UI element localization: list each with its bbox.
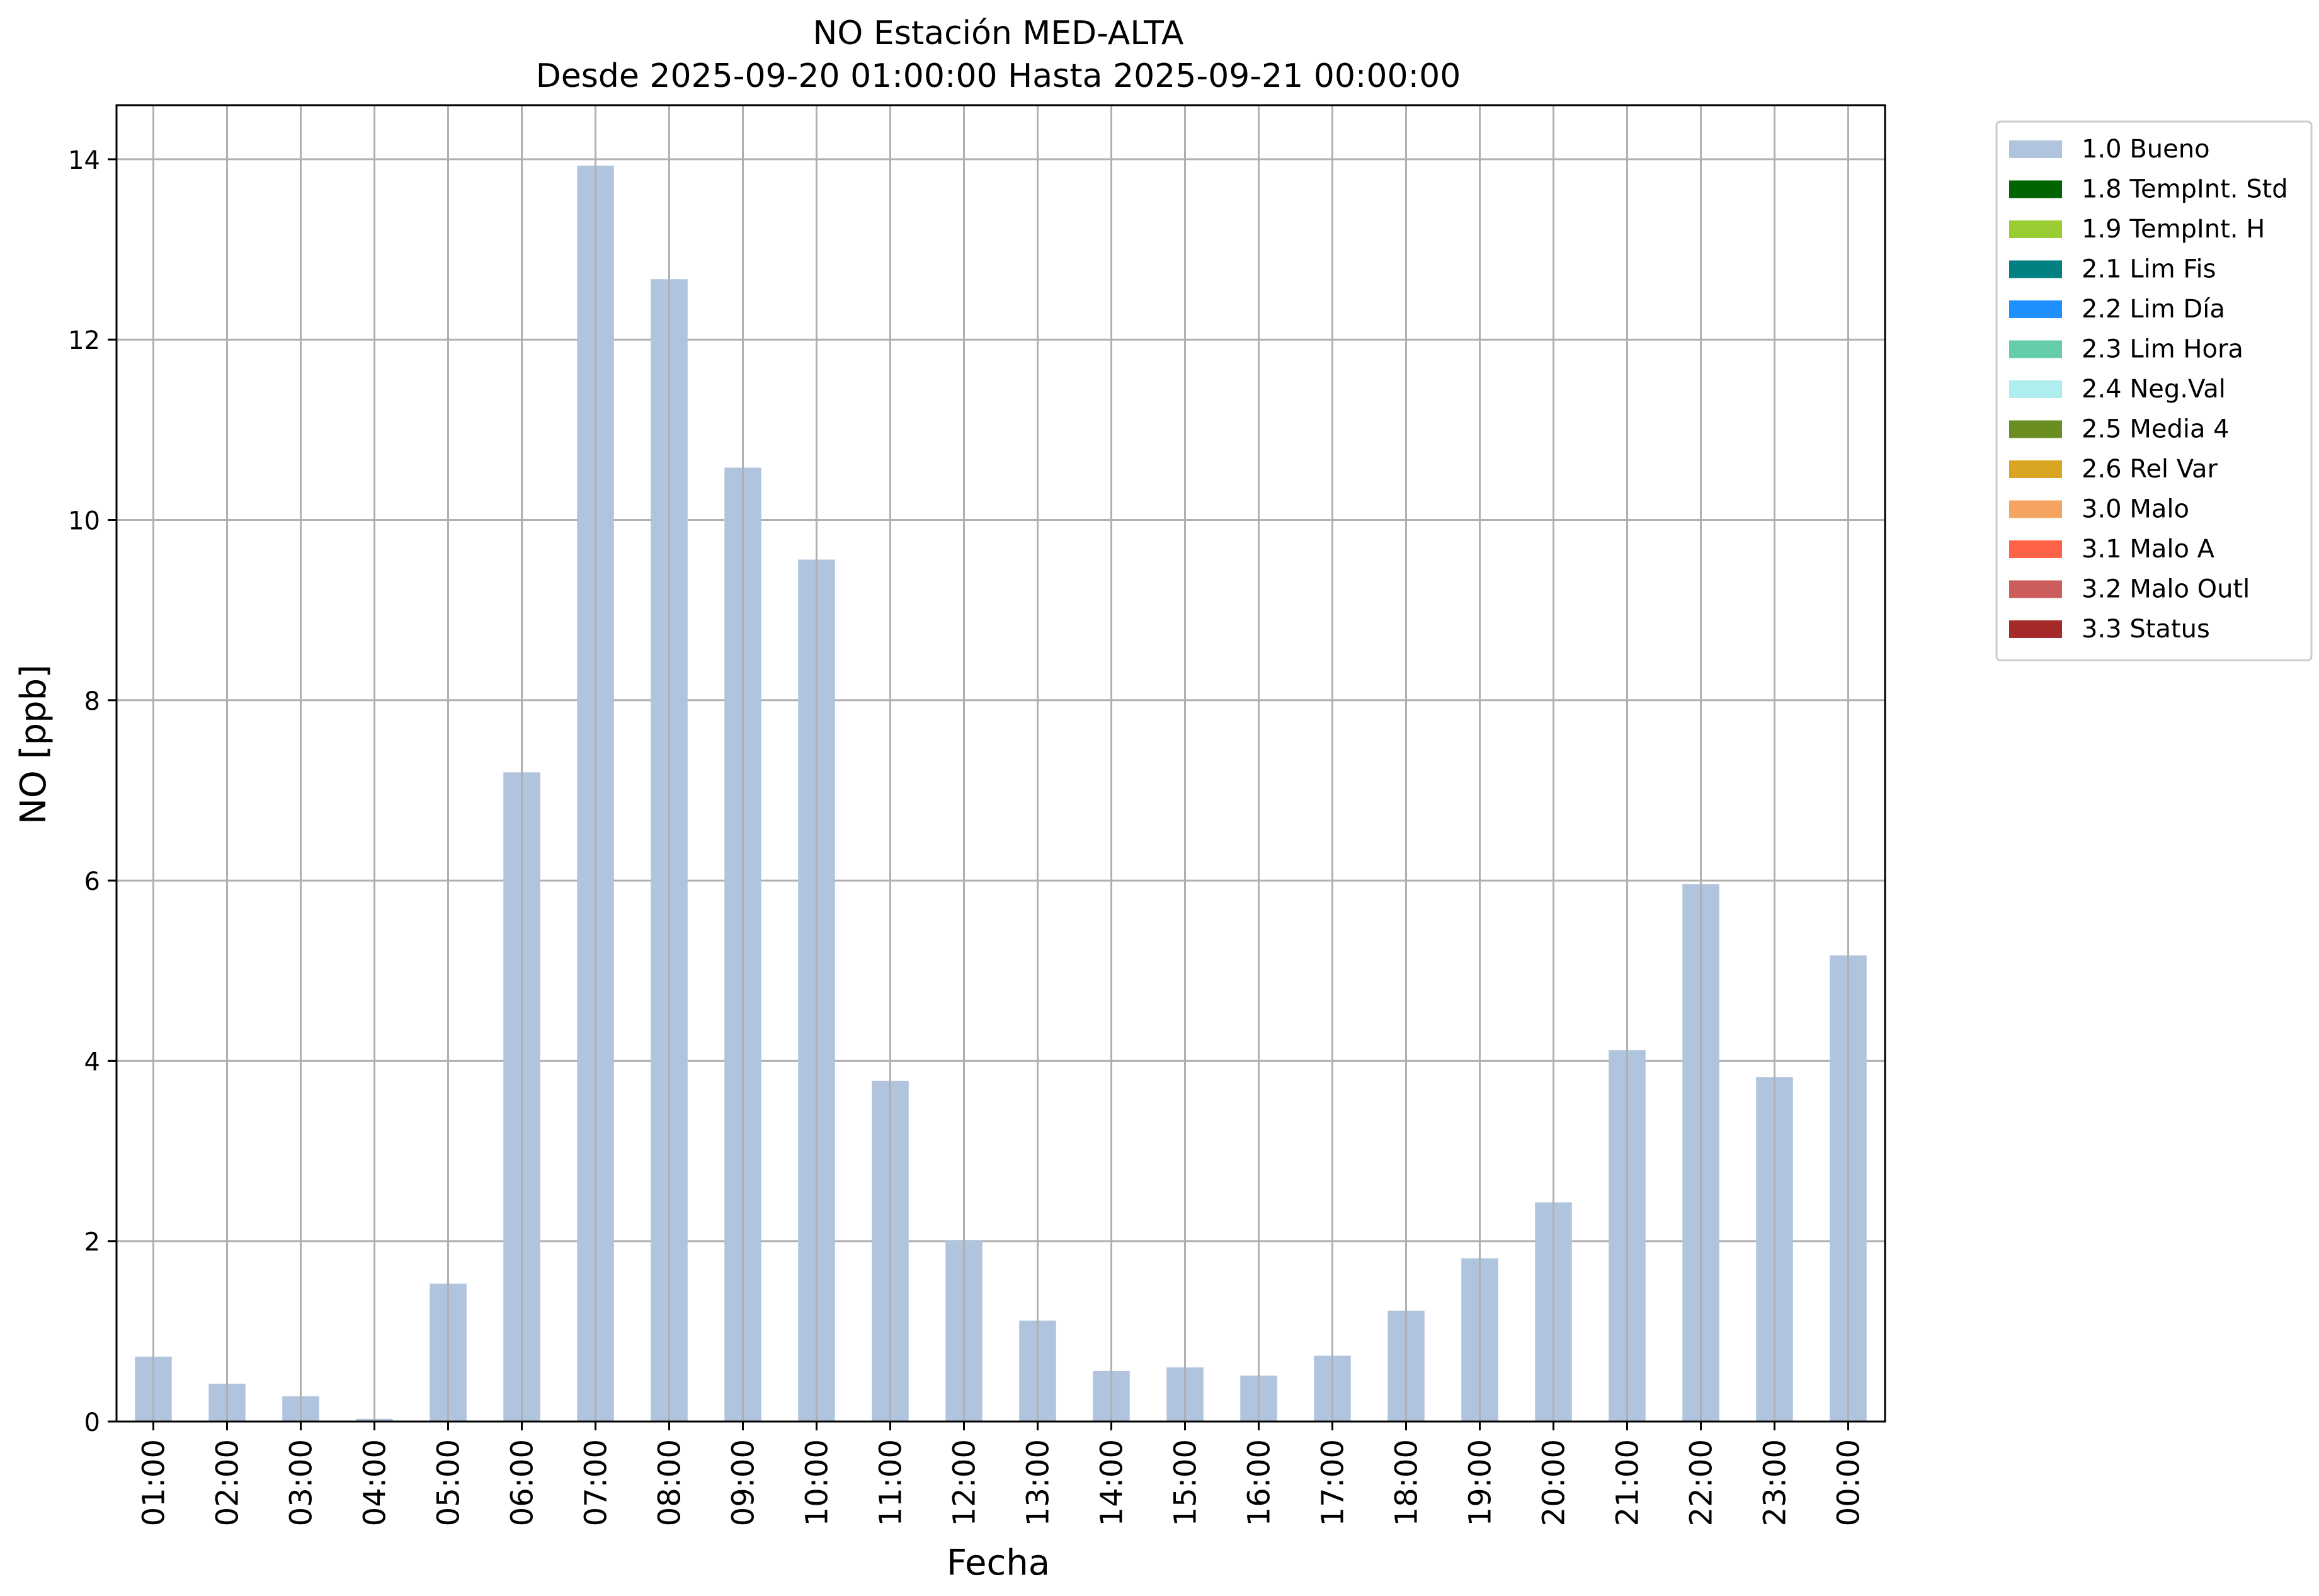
x-tick-label: 07:00 (579, 1439, 614, 1526)
legend-swatch (2009, 540, 2062, 558)
chart-title: NO Estación MED-ALTA (813, 14, 1184, 52)
x-tick-label: 12:00 (947, 1439, 983, 1526)
legend-swatch (2009, 180, 2062, 198)
y-axis: 0 2 4 6 8 10 12 14 (68, 146, 117, 1437)
legend-label: 3.3 Status (2082, 615, 2210, 644)
legend-frame (1995, 120, 2313, 661)
y-tick-label: 10 (68, 506, 100, 535)
x-tick-label: 03:00 (284, 1439, 319, 1526)
legend-label: 1.9 TempInt. H (2082, 215, 2265, 244)
legend-swatch (2009, 380, 2062, 398)
x-tick-label: 21:00 (1610, 1439, 1646, 1526)
y-tick-label: 0 (84, 1408, 100, 1437)
x-tick-label: 10:00 (800, 1439, 835, 1526)
x-tick-label: 00:00 (1832, 1439, 1867, 1526)
y-tick-label: 12 (68, 326, 100, 355)
y-tick-label: 8 (84, 687, 100, 716)
legend-swatch (2009, 420, 2062, 438)
x-tick-label: 13:00 (1021, 1439, 1056, 1526)
legend-swatch (2009, 620, 2062, 638)
legend-label: 2.3 Lim Hora (2082, 335, 2243, 364)
legend-items: 1.0 Bueno 1.8 TempInt. Std 1.9 TempInt. H 2… (2009, 135, 2288, 644)
legend-label: 2.2 Lim Día (2082, 295, 2225, 324)
legend-label: 2.6 Rel Var (2082, 455, 2218, 484)
legend-swatch (2009, 140, 2062, 158)
x-tick-label: 15:00 (1168, 1439, 1204, 1526)
bars-layer (135, 165, 1867, 1422)
y-axis-label: NO [ppb] (13, 664, 54, 824)
legend-swatch (2009, 580, 2062, 598)
legend-swatch (2009, 220, 2062, 238)
x-axis-label: Fecha (947, 1542, 1050, 1583)
x-tick-label: 02:00 (210, 1439, 246, 1526)
chart-subtitle: Desde 2025-09-20 01:00:00 Hasta 2025-09-… (536, 57, 1461, 95)
legend-label: 2.4 Neg.Val (2082, 375, 2226, 404)
legend: 1.0 Bueno 1.8 TempInt. Std 1.9 TempInt. H 2… (1995, 120, 2313, 661)
legend-label: 2.1 Lim Fis (2082, 255, 2216, 284)
y-tick-label: 2 (84, 1228, 100, 1257)
x-tick-label: 16:00 (1242, 1439, 1277, 1526)
legend-label: 1.8 TempInt. Std (2082, 175, 2288, 204)
y-tick-label: 4 (84, 1047, 100, 1076)
x-tick-label: 18:00 (1389, 1439, 1425, 1526)
x-tick-label: 06:00 (505, 1439, 540, 1526)
legend-label: 3.2 Malo Outl (2082, 575, 2250, 604)
legend-swatch (2009, 340, 2062, 358)
grid-layer (117, 158, 1885, 1423)
legend-swatch (2009, 500, 2062, 518)
legend-label: 3.1 Malo A (2082, 535, 2215, 564)
legend-swatch (2009, 260, 2062, 278)
x-tick-label: 09:00 (726, 1439, 761, 1526)
plot-frame (115, 104, 1886, 1423)
x-tick-label: 19:00 (1463, 1439, 1498, 1526)
legend-swatch (2009, 300, 2062, 318)
legend-label: 2.5 Media 4 (2082, 415, 2230, 444)
y-tick-label: 6 (84, 867, 100, 896)
legend-swatch (2009, 460, 2062, 478)
y-tick-label: 14 (68, 146, 100, 175)
x-tick-label: 05:00 (431, 1439, 467, 1526)
x-tick-label: 01:00 (137, 1439, 172, 1526)
legend-label: 1.0 Bueno (2082, 135, 2210, 164)
x-tick-label: 08:00 (652, 1439, 688, 1526)
x-tick-label: 17:00 (1316, 1439, 1351, 1526)
x-gridlines (152, 105, 1849, 1422)
x-tick-label: 11:00 (874, 1439, 909, 1526)
x-tick-label: 04:00 (358, 1439, 393, 1526)
x-tick-label: 22:00 (1684, 1439, 1719, 1526)
legend-label: 3.0 Malo (2082, 495, 2189, 524)
x-tick-label: 14:00 (1095, 1439, 1130, 1526)
x-tick-label: 20:00 (1537, 1439, 1572, 1526)
x-axis: 01:00 02:00 03:00 04:00 05:00 06:00 07:00 08:00… (137, 1422, 1867, 1526)
x-tick-label: 23:00 (1758, 1439, 1793, 1526)
